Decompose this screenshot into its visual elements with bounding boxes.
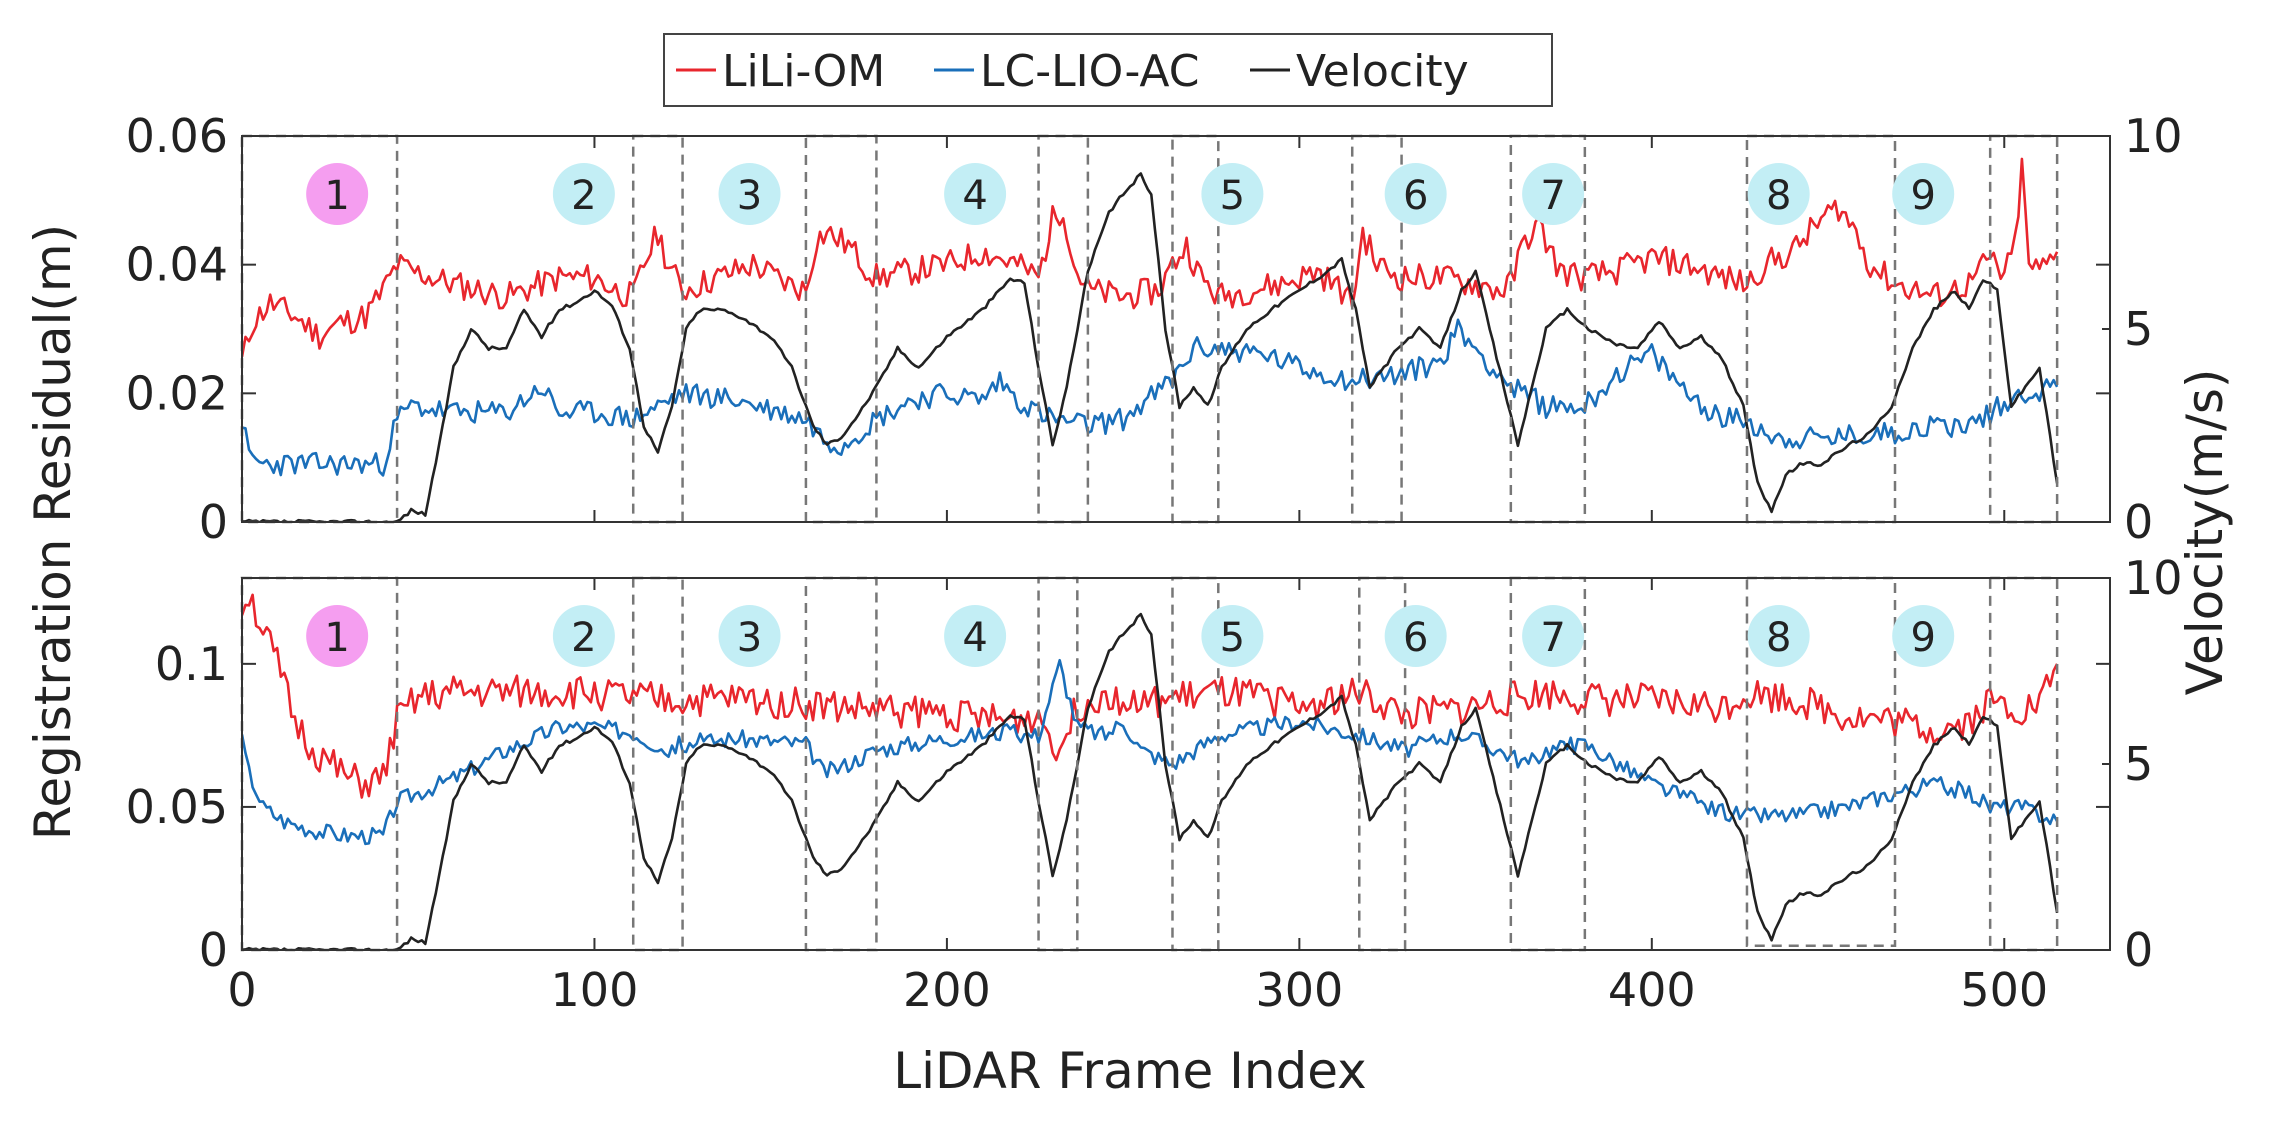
bottom-series-lc-lio-ac (242, 658, 2059, 846)
bottom-dashed-box (1037, 576, 1079, 952)
top-zone-5-label: 5 (1220, 173, 1245, 219)
bottom-zone-9-label: 9 (1910, 615, 1935, 661)
top-zone-4-label: 4 (962, 173, 987, 219)
legend-box (663, 33, 1553, 107)
bottom-series-group (242, 593, 2059, 950)
top-zone-3-badge (718, 163, 781, 225)
bottom-y2tick-label: 0 (2124, 923, 2153, 977)
top-ytick-label: 0.06 (126, 109, 228, 163)
xtick-label: 100 (551, 963, 639, 1017)
bottom-zone-labels: 1 2 3 4 5 6 7 8 9 (306, 605, 1955, 667)
top-zone-1-label: 1 (324, 173, 349, 219)
bottom-zone-4-label: 4 (962, 615, 987, 661)
bottom-zone-3-badge (718, 605, 781, 667)
bottom-dashed-box (1988, 576, 2059, 952)
top-series-lili-om (242, 157, 2059, 358)
top-zone-9-badge (1892, 163, 1955, 225)
bottom-zone-1-label: 1 (324, 615, 349, 661)
bottom-zone-5-label: 5 (1220, 615, 1245, 661)
xtick-label: 200 (903, 963, 991, 1017)
bottom-zone-2-label: 2 (571, 615, 596, 661)
top-y2tick-label: 10 (2124, 109, 2183, 163)
top-zone-8-label: 8 (1766, 173, 1791, 219)
top-zone-2-badge (552, 163, 615, 225)
top-ytick-label: 0.04 (126, 238, 228, 292)
xtick-label: 500 (1960, 963, 2048, 1017)
bottom-zone-9-badge (1892, 605, 1955, 667)
top-ytick-label: 0 (199, 495, 228, 549)
bottom-zone-6-badge (1384, 605, 1447, 667)
legend-label-velocity: Velocity (1296, 46, 1469, 97)
bottom-ytick-label: 0.05 (126, 780, 228, 834)
top-zone-3-label: 3 (737, 173, 762, 219)
bottom-ytick-label: 0.1 (155, 637, 228, 691)
top-dashed-box (1037, 134, 1090, 524)
xtick-label: 300 (1255, 963, 1343, 1017)
top-zone-7-badge (1522, 163, 1585, 225)
top-dashed-box (1988, 134, 2059, 524)
top-zone-1-badge (306, 163, 369, 225)
bottom-zone-2-badge (552, 605, 615, 667)
legend: LiLi-OM LC-LIO-AC Velocity (663, 33, 1553, 107)
top-zone-9-label: 9 (1910, 173, 1935, 219)
top-zone-6-label: 6 (1403, 173, 1428, 219)
top-y2tick-label: 5 (2124, 302, 2153, 356)
y-axis-label: Registration Residual(m) (24, 224, 82, 840)
top-series-velocity (242, 172, 2059, 522)
x-axis-label: LiDAR Frame Index (893, 1042, 1367, 1100)
top-zone-6-badge (1384, 163, 1447, 225)
bottom-zone-6-label: 6 (1403, 615, 1428, 661)
bottom-zone-5-badge (1201, 605, 1264, 667)
bottom-zone-4-badge (944, 605, 1007, 667)
xtick-label: 0 (227, 963, 256, 1017)
legend-label-lc-lio-ac: LC-LIO-AC (980, 46, 1199, 97)
bottom-zone-3-label: 3 (737, 615, 762, 661)
top-series-lc-lio-ac (242, 318, 2059, 477)
bottom-series-lili-om (242, 593, 2059, 799)
top-zone-8-badge (1747, 163, 1810, 225)
bottom-zone-8-badge (1747, 605, 1810, 667)
bottom-zone-8-label: 8 (1766, 615, 1791, 661)
top-dashed-box (804, 134, 878, 524)
top-zone-5-badge (1201, 163, 1264, 225)
top-zone-2-label: 2 (571, 173, 596, 219)
bottom-y2tick-label: 10 (2124, 551, 2183, 605)
bottom-zone-7-badge (1522, 605, 1585, 667)
bottom-zone-7-label: 7 (1540, 615, 1565, 661)
bottom-y2tick-label: 5 (2124, 737, 2153, 791)
bottom-dashed-box (631, 576, 684, 952)
bottom-ytick-label: 0 (199, 923, 228, 977)
top-zone-labels: 1 2 3 4 5 6 7 8 9 (306, 163, 1955, 225)
top-zone-4-badge (944, 163, 1007, 225)
top-ytick-label: 0.02 (126, 366, 228, 420)
bottom-zone-1-badge (306, 605, 369, 667)
top-panel: 1 2 3 4 5 6 7 8 9 0 0.02 0.04 0.06 0 5 10 (126, 109, 2183, 549)
top-series-group (242, 157, 2059, 522)
xtick-label: 400 (1608, 963, 1696, 1017)
top-dashed-box (631, 134, 684, 524)
legend-label-lili-om: LiLi-OM (722, 46, 885, 97)
y2-axis-label: Velocity(m/s) (2176, 369, 2234, 696)
top-plot-frame (241, 135, 2111, 523)
bottom-series-velocity (242, 612, 2059, 950)
top-zone-7-label: 7 (1540, 173, 1565, 219)
top-y2tick-label: 0 (2124, 495, 2153, 549)
